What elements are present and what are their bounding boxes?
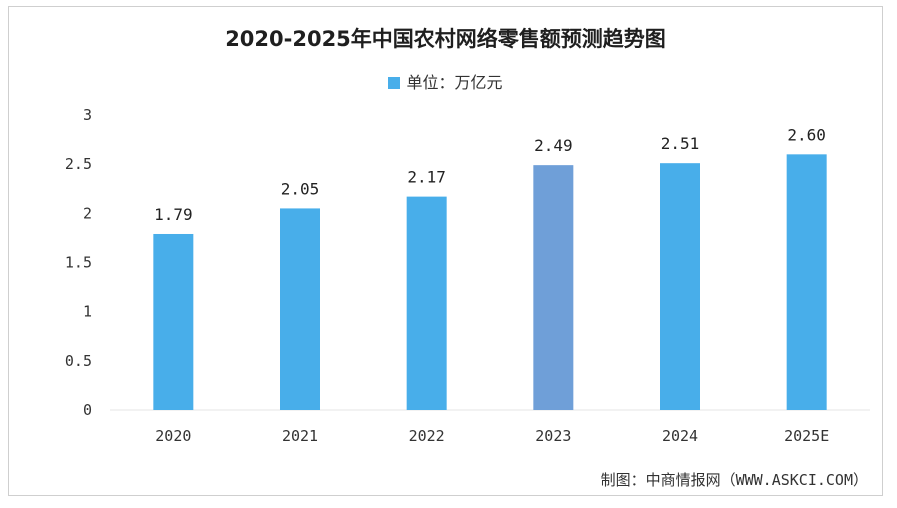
bar-2025E xyxy=(786,154,827,410)
x-tick-label-2022: 2022 xyxy=(409,427,445,445)
x-tick-label-2024: 2024 xyxy=(662,427,698,445)
chart-title: 2020-2025年中国农村网络零售额预测趋势图 xyxy=(225,27,666,51)
bar-2022 xyxy=(406,196,447,410)
value-label-2023: 2.49 xyxy=(534,136,573,155)
value-label-2025E: 2.60 xyxy=(787,125,826,144)
bars xyxy=(153,154,827,410)
y-tick-label: 1.5 xyxy=(65,254,92,272)
x-tick-label-2023: 2023 xyxy=(535,427,571,445)
value-label-2022: 2.17 xyxy=(407,168,446,187)
x-axis: 2020 2021 2022 2023 2024 2025E xyxy=(155,427,829,445)
bar-2021 xyxy=(280,208,320,410)
value-label-2020: 1.79 xyxy=(154,205,193,224)
legend-label: 单位：万亿元 xyxy=(406,73,503,92)
bar-2020 xyxy=(153,233,194,410)
y-tick-label: 2.5 xyxy=(65,155,92,173)
y-tick-label: 0.5 xyxy=(65,352,92,370)
legend: 单位：万亿元 xyxy=(9,69,882,93)
value-label-2024: 2.51 xyxy=(661,134,700,153)
x-tick-label-2021: 2021 xyxy=(282,427,318,445)
bar-2023 xyxy=(533,165,574,410)
source-credit: 制图：中商情报网（WWW.ASKCI.COM） xyxy=(600,471,868,489)
bar-2024 xyxy=(660,163,700,410)
x-tick-label-2025E: 2025E xyxy=(784,427,829,445)
x-tick-label-2020: 2020 xyxy=(155,427,191,445)
value-label-2021: 2.05 xyxy=(281,179,320,198)
y-tick-label: 3 xyxy=(83,106,92,124)
y-tick-label: 0 xyxy=(83,401,92,419)
y-axis: 0 0.5 1 1.5 2 2.5 3 xyxy=(65,106,870,419)
legend-swatch xyxy=(388,77,401,89)
y-tick-label: 2 xyxy=(83,204,92,222)
value-labels: 1.79 2.05 2.17 2.49 2.51 2.60 xyxy=(154,125,826,224)
y-tick-label: 1 xyxy=(83,303,92,321)
